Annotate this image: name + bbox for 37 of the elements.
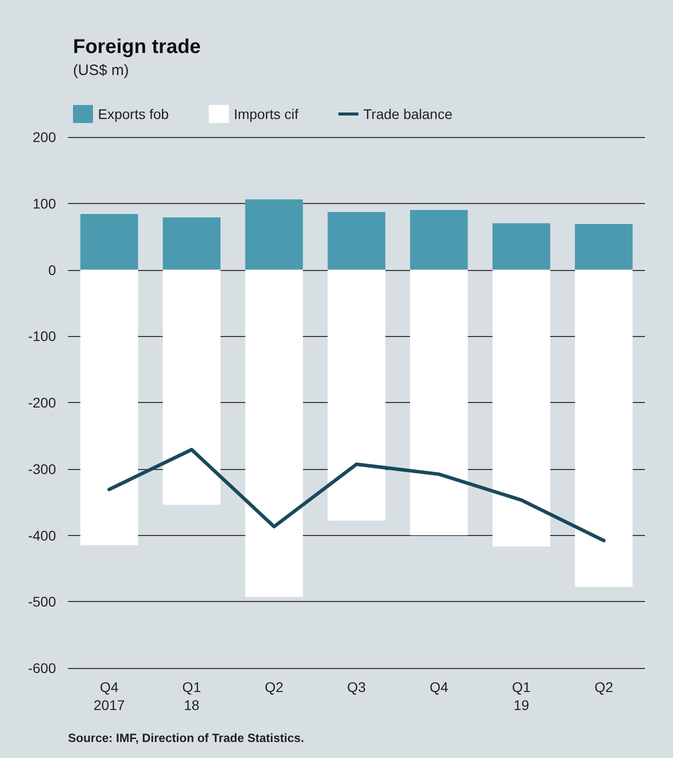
y-tick-label: -100 (28, 328, 56, 344)
bar (80, 214, 138, 270)
line-series (107, 448, 606, 542)
bar (245, 199, 303, 270)
y-tick-label: -300 (28, 460, 56, 477)
bar (492, 223, 550, 270)
chart-subtitle: (US$ m) (73, 62, 129, 79)
x-tick-label: Q2 (264, 679, 284, 695)
x-tick-label: Q4 (430, 679, 448, 695)
bar (574, 270, 633, 588)
x-tick-label: Q2 (594, 679, 614, 695)
chart-title: Foreign trade (73, 36, 201, 58)
legend-label: Exports fob (98, 106, 170, 122)
legend-label: Imports cif (234, 106, 298, 122)
bar (245, 270, 303, 597)
y-tick-label: 0 (48, 262, 56, 278)
bar (574, 224, 633, 270)
x-tick-label: Q3 (347, 679, 366, 695)
y-tick-label: -400 (28, 527, 56, 544)
legend-label: Trade balance (363, 106, 453, 122)
y-tick-label: 100 (32, 195, 56, 212)
bar (162, 217, 220, 270)
y-tick-label: -500 (28, 594, 56, 610)
y-tick-label: -600 (28, 660, 56, 676)
x-tick-label: Q1 18 (182, 679, 202, 713)
source-note: Source: IMF, Direction of Trade Statistics. (68, 731, 304, 745)
bar (492, 270, 550, 547)
x-tick-label: Q4 2017 (94, 679, 125, 713)
bar (80, 270, 138, 546)
bar (328, 270, 386, 521)
y-tick-label: -200 (28, 394, 56, 410)
y-tick-label: 200 (32, 129, 56, 145)
bar (162, 270, 220, 505)
bar (410, 270, 468, 536)
bar (328, 212, 386, 270)
x-tick-label: Q1 19 (512, 679, 531, 713)
bar (410, 210, 468, 270)
